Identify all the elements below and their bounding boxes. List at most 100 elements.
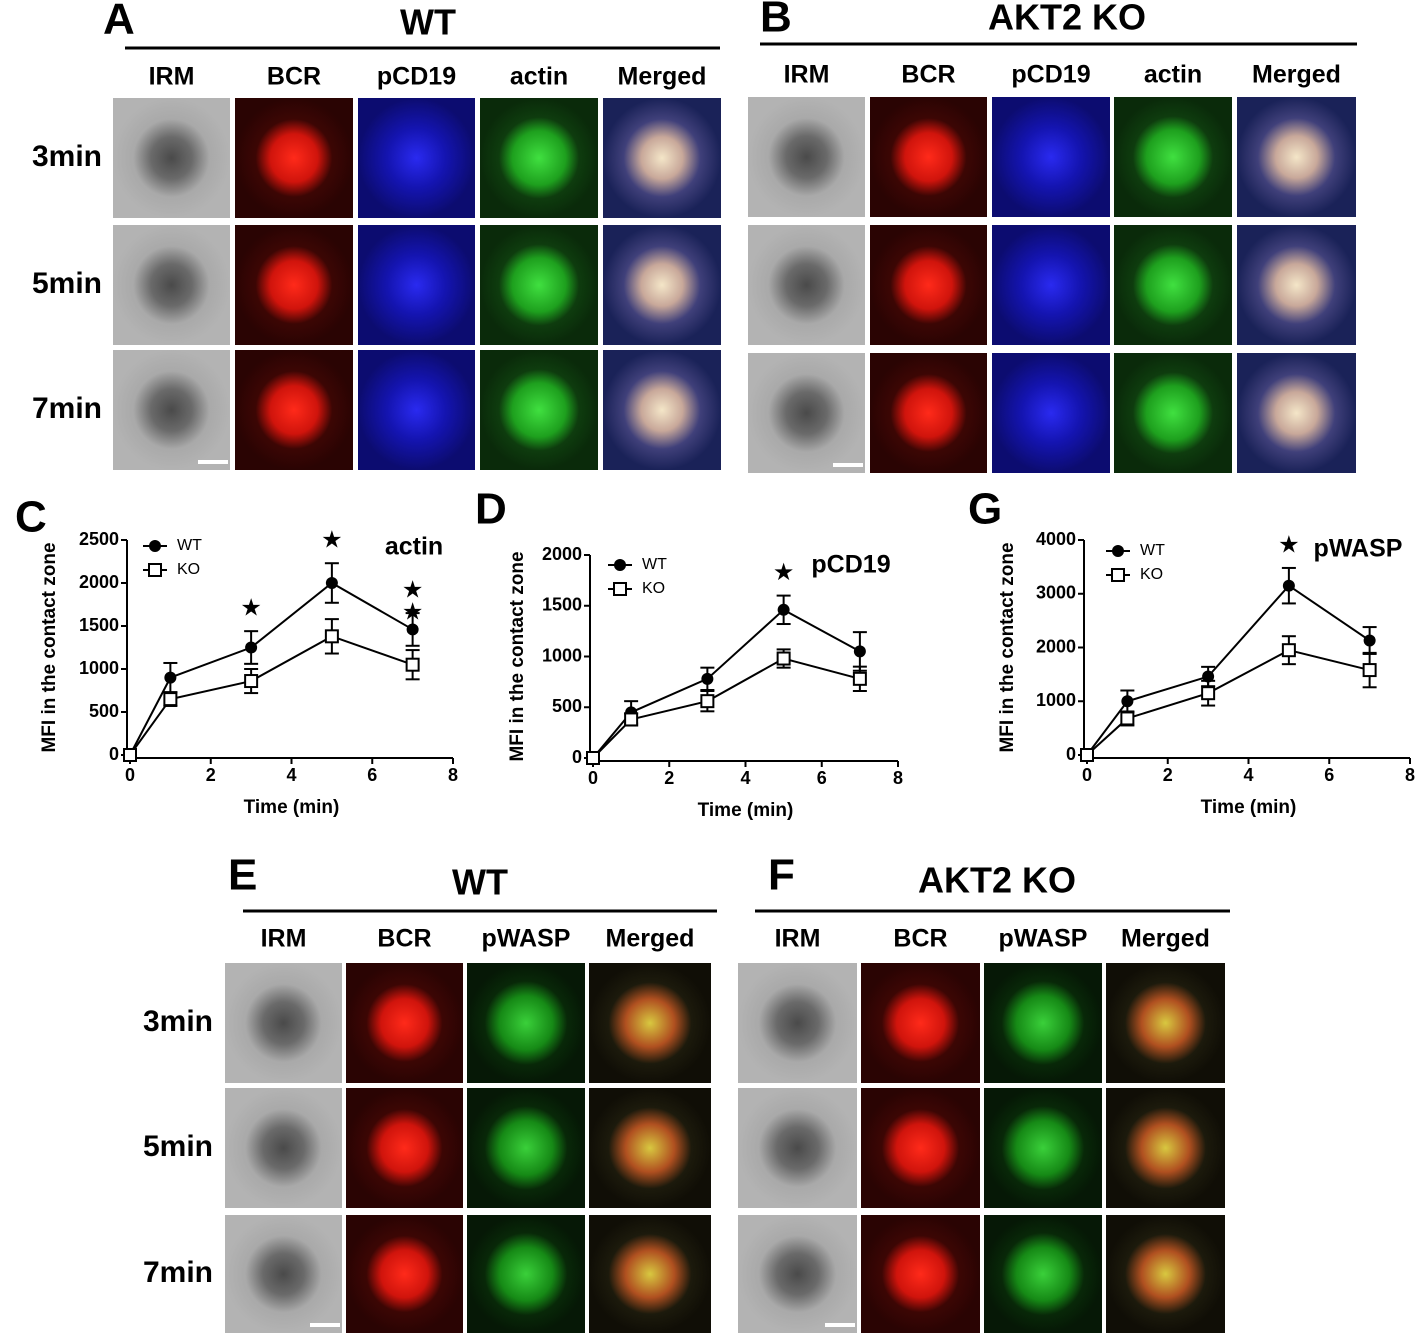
scale-bar: [833, 463, 863, 467]
micrograph: [480, 350, 598, 470]
micrograph: [589, 1215, 711, 1333]
y-tick-label: 500: [552, 696, 582, 716]
micrograph: [1106, 963, 1225, 1083]
micrograph: [1106, 1215, 1225, 1333]
column-header: IRM: [261, 925, 307, 953]
micrograph: [480, 225, 598, 345]
micrograph: [358, 98, 475, 218]
panel-title: WT: [452, 862, 508, 903]
y-tick-label: 1000: [1036, 690, 1076, 710]
micrograph: [984, 963, 1102, 1083]
column-header: actin: [510, 63, 568, 91]
micrograph: [748, 97, 865, 217]
micrograph: [861, 1215, 980, 1333]
column-header: Merged: [618, 63, 707, 91]
data-point: [701, 672, 714, 685]
micrograph: [1237, 225, 1356, 345]
micrograph: [1114, 225, 1232, 345]
micrograph: [113, 98, 230, 218]
data-point: [700, 694, 715, 709]
chart-title: actin: [385, 533, 443, 561]
data-point: [586, 751, 600, 765]
micrograph: [738, 963, 857, 1083]
micrograph: [1114, 97, 1232, 217]
legend-marker: [148, 563, 162, 577]
y-tick-label: 500: [89, 701, 119, 721]
data-point: [776, 651, 791, 666]
micrograph: [603, 225, 721, 345]
legend-label: KO: [642, 580, 665, 597]
micrograph: [992, 353, 1110, 473]
data-point: [852, 671, 867, 686]
x-tick-label: 8: [1405, 765, 1415, 785]
panel-letter: A: [103, 0, 135, 44]
legend-marker: [149, 540, 161, 552]
y-tick-label: 2000: [1036, 636, 1076, 656]
x-tick-label: 2: [206, 765, 216, 785]
data-point: [406, 623, 419, 636]
x-tick-label: 0: [588, 768, 598, 788]
micrograph: [1106, 1088, 1225, 1208]
micrograph: [870, 225, 987, 345]
micrograph: [984, 1088, 1102, 1208]
micrograph: [1237, 97, 1356, 217]
chart-title: pWASP: [1314, 535, 1403, 563]
data-point: [1282, 579, 1295, 592]
x-axis-label: Time (min): [244, 797, 340, 818]
micrograph: [467, 1215, 585, 1333]
legend-label: WT: [177, 537, 202, 554]
y-tick-label: 1000: [542, 645, 582, 665]
row-label: 7min: [143, 1256, 213, 1289]
column-header: BCR: [267, 63, 321, 91]
x-tick-label: 4: [286, 765, 296, 785]
micrograph: [235, 350, 353, 470]
micrograph: [480, 98, 598, 218]
x-tick-label: 0: [1082, 765, 1092, 785]
micrograph: [603, 98, 721, 218]
column-header: Merged: [1121, 925, 1210, 953]
data-point: [1201, 686, 1216, 701]
micrograph: [1114, 353, 1232, 473]
micrograph: [603, 350, 721, 470]
legend-marker: [614, 559, 626, 571]
data-point: [123, 748, 137, 762]
x-tick-label: 2: [1163, 765, 1173, 785]
legend-marker: [613, 582, 627, 596]
y-tick-label: 2000: [79, 572, 119, 592]
data-point: [624, 712, 639, 727]
x-axis-label: Time (min): [1201, 797, 1297, 818]
micrograph: [861, 963, 980, 1083]
data-point: [777, 603, 790, 616]
x-tick-label: 6: [1324, 765, 1334, 785]
micrograph: [358, 225, 475, 345]
column-header: IRM: [149, 63, 195, 91]
column-header: actin: [1144, 61, 1202, 89]
micrograph: [748, 353, 865, 473]
micrograph: [870, 97, 987, 217]
micrograph: [113, 225, 230, 345]
x-tick-label: 4: [1243, 765, 1253, 785]
micrograph: [589, 1088, 711, 1208]
scale-bar: [198, 460, 228, 464]
micrograph: [346, 1088, 463, 1208]
panel-letter: D: [475, 485, 507, 534]
micrograph: [235, 225, 353, 345]
row-label: 5min: [32, 267, 102, 300]
legend-marker: [1112, 545, 1124, 557]
column-header: pCD19: [377, 63, 456, 91]
y-axis-label: MFI in the contact zone: [507, 551, 528, 761]
data-point: [1363, 634, 1376, 647]
row-label: 3min: [143, 1005, 213, 1038]
data-point: [325, 577, 338, 589]
column-header: BCR: [901, 61, 955, 89]
chart-title: pCD19: [811, 551, 890, 579]
data-point: [1202, 670, 1215, 683]
micrograph: [467, 963, 585, 1083]
y-tick-label: 1500: [79, 615, 119, 635]
y-tick-label: 1000: [79, 658, 119, 678]
data-point: [163, 692, 178, 707]
data-point: [245, 641, 258, 654]
scale-bar: [825, 1323, 855, 1327]
micrograph: [346, 1215, 463, 1333]
